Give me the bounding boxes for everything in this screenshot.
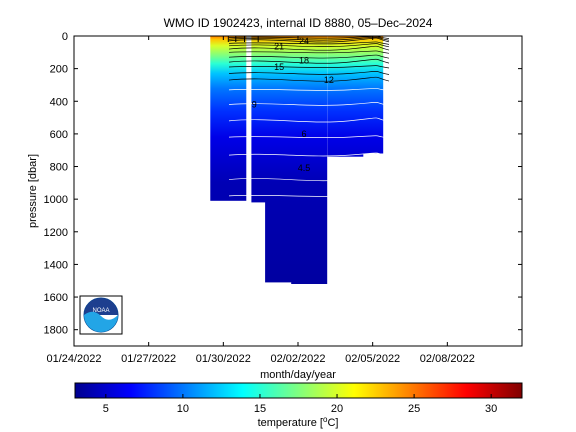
data-layer: 24 21 18 15 12 9 6 4.5 bbox=[210, 36, 390, 284]
x-tick-label: 01/30/2022 bbox=[196, 353, 251, 365]
contour-line bbox=[228, 41, 390, 45]
x-tick-label: 01/27/2022 bbox=[121, 353, 176, 365]
x-tick-label: 01/24/2022 bbox=[46, 353, 101, 365]
profile-column bbox=[291, 36, 328, 284]
colorbar-label: temperature [oC] bbox=[258, 415, 339, 429]
contour-line bbox=[228, 152, 390, 157]
y-tick-label: 1200 bbox=[44, 227, 68, 239]
y-tick-label: 1600 bbox=[44, 292, 68, 304]
contour-line bbox=[228, 37, 390, 43]
colorbar-tick-label: 10 bbox=[177, 403, 189, 415]
y-tick-label: 400 bbox=[50, 96, 68, 108]
y-tick-label: 1800 bbox=[44, 325, 68, 337]
contour-line bbox=[228, 65, 390, 69]
noaa-logo: NOAA bbox=[79, 295, 123, 335]
contour-line bbox=[228, 50, 390, 54]
x-tick-label: 02/08/2022 bbox=[420, 353, 475, 365]
y-axis-label: pressure [dbar] bbox=[27, 154, 39, 228]
contour-line bbox=[228, 45, 390, 51]
colorbar-ticks: 5 10 15 20 25 30 bbox=[103, 394, 497, 415]
svg-text:NOAA: NOAA bbox=[92, 308, 109, 314]
y-tick-label: 600 bbox=[50, 129, 68, 141]
contour-label: 9 bbox=[252, 100, 257, 110]
y-tick-label: 1000 bbox=[44, 194, 68, 206]
contour-line bbox=[228, 58, 390, 64]
contour-line bbox=[228, 76, 390, 82]
x-tick-label: 02/02/2022 bbox=[270, 353, 325, 365]
contour-label: 6 bbox=[301, 129, 306, 139]
contour-line bbox=[228, 36, 390, 39]
contour-line bbox=[228, 117, 390, 123]
x-axis: 01/24/2022 01/27/2022 01/30/2022 02/02/2022… bbox=[46, 36, 475, 365]
profile-column bbox=[210, 36, 247, 201]
contour-label: 21 bbox=[274, 42, 284, 52]
contour-line bbox=[228, 135, 390, 139]
contour-line bbox=[228, 88, 390, 92]
contour-label: 12 bbox=[324, 75, 334, 85]
contour-line bbox=[228, 176, 390, 182]
contour-line bbox=[228, 71, 390, 75]
y-axis: 0 200 400 600 800 1000 1200 1400 1600 1800 bbox=[44, 31, 522, 337]
y-tick-label: 800 bbox=[50, 162, 68, 174]
contour-label: 4.5 bbox=[298, 163, 311, 173]
colorbar-tick-label: 20 bbox=[331, 403, 343, 415]
contour-label: 18 bbox=[299, 56, 309, 66]
contour-line bbox=[228, 54, 390, 59]
contour-line bbox=[228, 194, 390, 198]
x-axis-label: month/day/year bbox=[260, 369, 336, 381]
colorbar-tick-label: 25 bbox=[408, 403, 420, 415]
y-tick-label: 200 bbox=[50, 64, 68, 76]
contour-label: 15 bbox=[274, 62, 284, 72]
contour-line bbox=[228, 36, 390, 41]
contour-line bbox=[228, 102, 390, 106]
y-tick-label: 1400 bbox=[44, 259, 68, 271]
contour-line bbox=[228, 43, 390, 48]
chart-title: WMO ID 1902423, internal ID 8880, 05–Dec… bbox=[164, 16, 433, 30]
y-tick-label: 0 bbox=[62, 31, 68, 43]
x-tick-label: 02/05/2022 bbox=[345, 353, 400, 365]
colorbar-tick-label: 5 bbox=[103, 403, 109, 415]
colorbar-tick-label: 30 bbox=[485, 403, 497, 415]
contour-label: 24 bbox=[299, 36, 309, 46]
colorbar bbox=[74, 382, 523, 399]
colorbar-tick-label: 15 bbox=[254, 403, 266, 415]
